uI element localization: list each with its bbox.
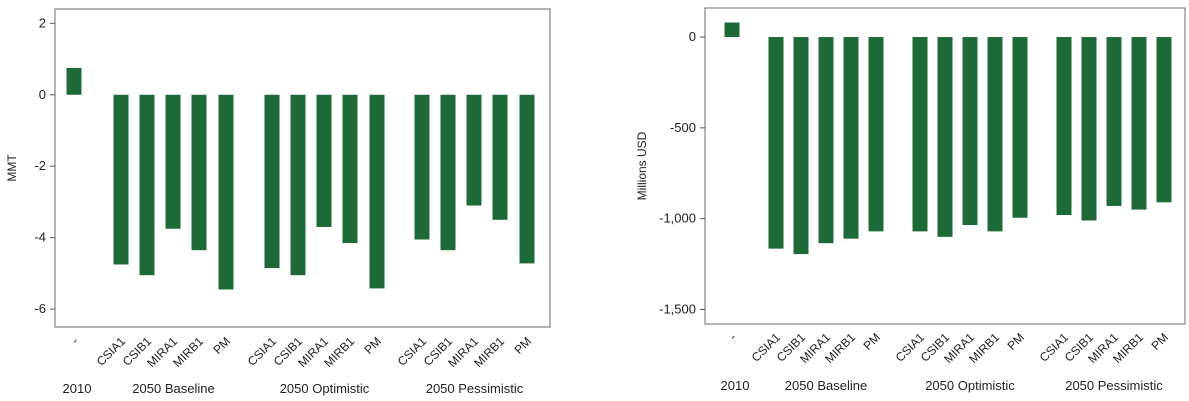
- y-tick-label: 2: [39, 15, 46, 30]
- bar: [342, 94, 358, 244]
- bar: [962, 37, 978, 226]
- plot-frame: [54, 8, 551, 328]
- bar: [987, 37, 1003, 232]
- category-label: PM: [1148, 330, 1171, 353]
- y-tick-label: -500: [670, 120, 696, 135]
- bar: [724, 22, 740, 38]
- bar: [191, 94, 207, 251]
- bar: [316, 94, 332, 227]
- y-tick-label: 0: [39, 87, 46, 102]
- bar: [290, 94, 306, 276]
- bar: [139, 94, 155, 276]
- bar: [1106, 37, 1122, 206]
- bar: [218, 94, 234, 290]
- group-label: 2050 Optimistic: [925, 378, 1015, 393]
- y-tick-label: -4: [34, 230, 46, 245]
- bar: [768, 37, 784, 249]
- y-axis-label: MMT: [5, 154, 19, 182]
- y-tick-label: -1,000: [659, 211, 696, 226]
- category-label: PM: [860, 330, 883, 353]
- category-label: -: [726, 330, 739, 343]
- category-label: PM: [1004, 330, 1027, 353]
- bar: [414, 94, 430, 240]
- bar: [1056, 37, 1072, 216]
- bar: [1131, 37, 1147, 210]
- group-label: 2010: [721, 378, 750, 393]
- bar: [793, 37, 809, 255]
- bar: [1012, 37, 1028, 218]
- group-label: 2050 Baseline: [785, 378, 867, 393]
- bar: [519, 94, 535, 264]
- y-axis-label: Millions USD: [635, 131, 649, 200]
- bar: [1081, 37, 1097, 221]
- y-tick-label: -1,500: [659, 301, 696, 316]
- y-tick-label: -6: [34, 301, 46, 316]
- bar: [492, 94, 508, 220]
- bar: [165, 94, 181, 229]
- bar: [843, 37, 859, 239]
- bar: [369, 94, 385, 289]
- bar: [1156, 37, 1172, 203]
- group-label: 2050 Pessimistic: [426, 381, 524, 396]
- group-label: 2050 Baseline: [132, 381, 214, 396]
- bar: [466, 94, 482, 206]
- group-label: 2050 Optimistic: [280, 381, 370, 396]
- bar: [66, 67, 82, 95]
- group-label: 2010: [63, 381, 92, 396]
- bar: [113, 94, 129, 265]
- y-tick-label: 0: [689, 29, 696, 44]
- y-tick-label: -2: [34, 158, 46, 173]
- group-label: 2050 Pessimistic: [1065, 378, 1163, 393]
- bar: [818, 37, 834, 244]
- bar: [440, 94, 456, 251]
- bar: [868, 37, 884, 232]
- bar: [937, 37, 953, 237]
- bar: [264, 94, 280, 269]
- plot-frame: [704, 7, 1186, 325]
- bar: [912, 37, 928, 232]
